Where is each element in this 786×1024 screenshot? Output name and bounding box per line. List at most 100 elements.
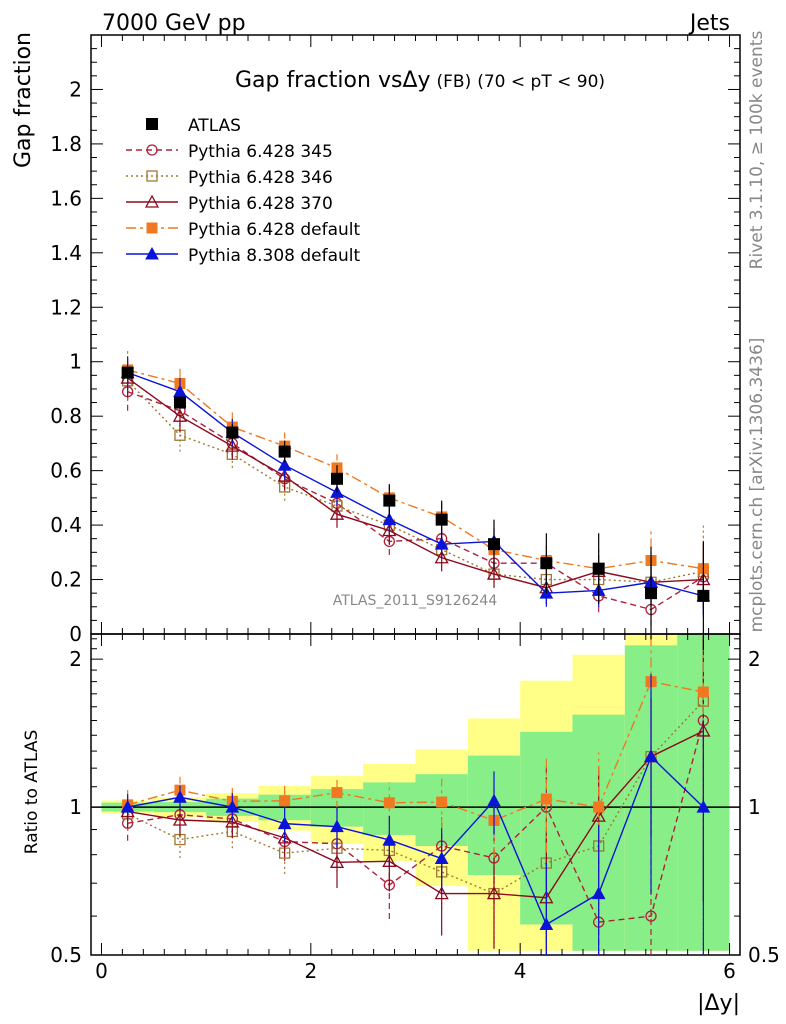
ratio-point bbox=[277, 830, 292, 844]
ratio-point bbox=[644, 749, 658, 763]
y-tick-label: 2 bbox=[69, 77, 82, 101]
legend-label: Pythia 8.308 default bbox=[188, 246, 361, 266]
title-main: Gap fraction vs bbox=[235, 68, 402, 93]
ratio-y-tick-label-right: 1 bbox=[748, 795, 761, 819]
series-point bbox=[434, 550, 449, 564]
series-atlas bbox=[121, 366, 710, 651]
series-point bbox=[172, 408, 188, 422]
ratio-point bbox=[436, 796, 448, 808]
ratio-point bbox=[279, 795, 291, 807]
series-line bbox=[127, 377, 704, 589]
ratio-point bbox=[331, 787, 343, 799]
ratio-line bbox=[127, 730, 704, 899]
series-point bbox=[382, 512, 397, 526]
ratio-point bbox=[172, 812, 188, 826]
ratio-line bbox=[127, 680, 704, 822]
x-tick-label: 4 bbox=[514, 959, 527, 983]
y-tick-label: 0 bbox=[69, 622, 82, 646]
ratio-point bbox=[645, 910, 657, 922]
atlas-point bbox=[435, 513, 448, 526]
x-axis-label: |Δy| bbox=[697, 991, 740, 1016]
ratio-point bbox=[539, 917, 554, 930]
ratio-line bbox=[127, 700, 704, 895]
ratio-point bbox=[487, 793, 501, 807]
y-tick-label: 1.2 bbox=[50, 295, 82, 319]
y-tick-label: 0.2 bbox=[50, 568, 82, 592]
ratio-point bbox=[330, 819, 344, 833]
legend-label: Pythia 6.428 345 bbox=[188, 142, 333, 162]
ratio-point bbox=[329, 854, 345, 868]
y-tick-label: 1.4 bbox=[50, 241, 82, 265]
atlas-point bbox=[592, 562, 605, 575]
atlas-point bbox=[278, 445, 291, 458]
legend-marker bbox=[146, 222, 158, 234]
atlas-point bbox=[121, 366, 134, 379]
ratio-y-axis-label: Ratio to ATLAS bbox=[22, 730, 42, 855]
ratio-line bbox=[127, 720, 705, 923]
y-tick-label: 0.8 bbox=[50, 404, 82, 428]
atlas-point bbox=[226, 426, 239, 439]
series-point bbox=[277, 468, 292, 482]
x-tick-label: 6 bbox=[723, 959, 736, 983]
mcplots-reference-note: mcplots.cern.ch [arXiv:1306.3436] bbox=[747, 338, 767, 633]
ratio-point bbox=[697, 686, 709, 698]
x-tick-label: 2 bbox=[304, 959, 317, 983]
atlas-point bbox=[173, 396, 186, 409]
title-fb: (FB) bbox=[437, 72, 472, 92]
series-line bbox=[127, 391, 704, 611]
series-point bbox=[486, 566, 502, 580]
header-energy-label: 7000 GeV pp bbox=[102, 11, 246, 36]
y-tick-label: 0.6 bbox=[50, 459, 82, 483]
title-cut: (70 < pT < 90) bbox=[477, 72, 605, 92]
x-tick-label: 0 bbox=[95, 959, 108, 983]
legend-label: Pythia 6.428 346 bbox=[188, 168, 333, 188]
ratio-point bbox=[277, 816, 292, 830]
ratio-point bbox=[591, 886, 606, 900]
chart-title: Gap fraction vsΔy (FB) (70 < pT < 90) bbox=[235, 68, 605, 93]
legend-marker bbox=[145, 246, 159, 260]
y-axis-label: Gap fraction bbox=[11, 32, 36, 168]
legend-label: Pythia 6.428 default bbox=[188, 220, 361, 240]
atlas-point bbox=[645, 587, 658, 600]
y-tick-label: 1 bbox=[69, 350, 82, 374]
y-tick-label: 1.8 bbox=[50, 132, 82, 156]
ratio-point bbox=[225, 814, 240, 828]
series-line bbox=[127, 380, 704, 583]
legend-marker bbox=[144, 194, 160, 208]
header-jets-label: Jets bbox=[688, 11, 730, 36]
ratio-point bbox=[593, 801, 605, 813]
title-delta: Δy bbox=[402, 68, 430, 93]
ratio-point bbox=[173, 790, 187, 803]
y-tick-label: 0.4 bbox=[50, 513, 82, 537]
legend-marker bbox=[146, 144, 158, 156]
series-point bbox=[225, 438, 240, 452]
ratio-point bbox=[434, 886, 449, 900]
legend: ATLAS Pythia 6.428 345 Pythia 6.428 346 Pyt… bbox=[126, 116, 361, 266]
rivet-version-note: Rivet 3.1.10, ≥ 100k events bbox=[747, 31, 767, 270]
ratio-point bbox=[591, 808, 606, 822]
legend-label: Pythia 6.428 370 bbox=[188, 194, 333, 214]
series-point bbox=[277, 458, 292, 471]
legend-label-atlas: ATLAS bbox=[188, 116, 241, 136]
ratio-point bbox=[434, 851, 449, 865]
series-point bbox=[329, 506, 345, 520]
chart-marks: 0 2 4 600.20.40.60.811.21.41.61.820.5 0.51 12… bbox=[50, 34, 780, 983]
atlas-point bbox=[697, 589, 710, 602]
legend-marker-atlas bbox=[146, 118, 158, 130]
atlas-point bbox=[540, 557, 553, 570]
ratio-point bbox=[486, 886, 502, 900]
ratio-point bbox=[120, 800, 135, 813]
legend-marker bbox=[146, 170, 158, 182]
ratio-y-tick-label: 1 bbox=[69, 795, 82, 819]
ratio-y-tick-label-right: 0.5 bbox=[748, 943, 780, 967]
analysis-watermark: ATLAS_2011_S9126244 bbox=[333, 593, 498, 609]
series-line bbox=[127, 369, 704, 570]
ratio-y-tick-label: 0.5 bbox=[50, 943, 82, 967]
ratio-y-tick-label-right: 2 bbox=[748, 647, 761, 671]
ratio-point bbox=[225, 800, 240, 813]
ratio-y-tick-label: 2 bbox=[69, 647, 82, 671]
atlas-point bbox=[330, 472, 343, 485]
atlas-point bbox=[383, 494, 396, 507]
series-point bbox=[434, 537, 449, 550]
